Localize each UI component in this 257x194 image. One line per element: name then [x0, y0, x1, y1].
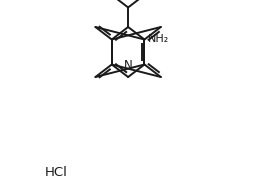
Text: NH₂: NH₂ [148, 35, 169, 44]
Text: HCl: HCl [45, 165, 68, 178]
Text: N: N [124, 59, 133, 72]
